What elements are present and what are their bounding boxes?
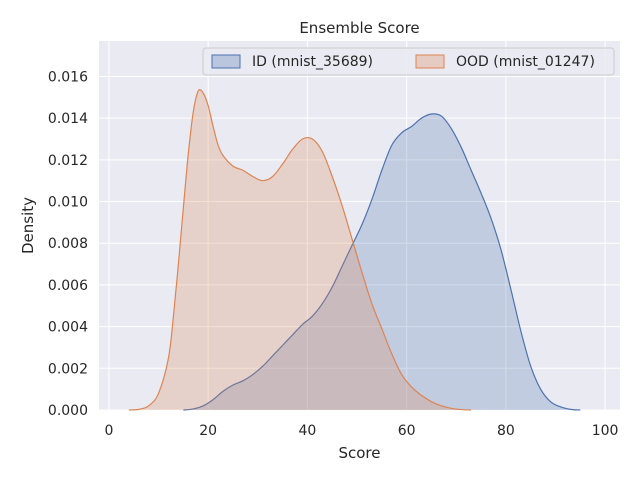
chart-title: Ensemble Score bbox=[299, 19, 419, 37]
y-tick-label: 0.004 bbox=[48, 320, 88, 336]
y-tick-label: 0.002 bbox=[48, 361, 88, 377]
y-tick-label: 0.010 bbox=[48, 195, 88, 211]
legend-label-1: OOD (mnist_01247) bbox=[456, 54, 595, 70]
density-areas bbox=[128, 89, 581, 411]
x-tick-label: 100 bbox=[592, 423, 619, 439]
series-0-line bbox=[183, 113, 581, 411]
legend-swatch-1 bbox=[415, 54, 445, 69]
series-1-area bbox=[128, 89, 472, 411]
legend-box bbox=[202, 47, 615, 76]
y-tick-label: 0.008 bbox=[48, 236, 88, 252]
grid bbox=[99, 41, 620, 411]
y-tick-labels: 0.000 0.002 0.004 0.006 0.008 0.010 0.012 0.014… bbox=[48, 69, 88, 419]
series-1-line bbox=[128, 89, 472, 411]
y-tick-label: 0.012 bbox=[48, 153, 88, 169]
x-tick-label: 80 bbox=[497, 423, 515, 439]
legend-swatch-0 bbox=[211, 54, 241, 69]
x-tick-labels: 0 20 40 60 80 100 bbox=[104, 423, 618, 439]
y-axis-title: Density bbox=[19, 197, 37, 254]
plot-area bbox=[99, 41, 620, 410]
x-tick-label: 0 bbox=[104, 423, 113, 439]
legend-label-0: ID (mnist_35689) bbox=[252, 54, 373, 70]
legend: ID (mnist_35689) OOD (mnist_01247) bbox=[202, 47, 615, 76]
y-tick-label: 0.006 bbox=[48, 278, 88, 294]
x-tick-label: 40 bbox=[298, 423, 316, 439]
y-tick-label: 0.000 bbox=[48, 403, 88, 419]
y-tick-label: 0.016 bbox=[48, 69, 88, 85]
series-0-area bbox=[183, 113, 581, 410]
x-tick-label: 20 bbox=[199, 423, 217, 439]
x-tick-label: 60 bbox=[398, 423, 416, 439]
x-axis-title: Score bbox=[338, 444, 380, 462]
y-tick-label: 0.014 bbox=[48, 111, 88, 127]
